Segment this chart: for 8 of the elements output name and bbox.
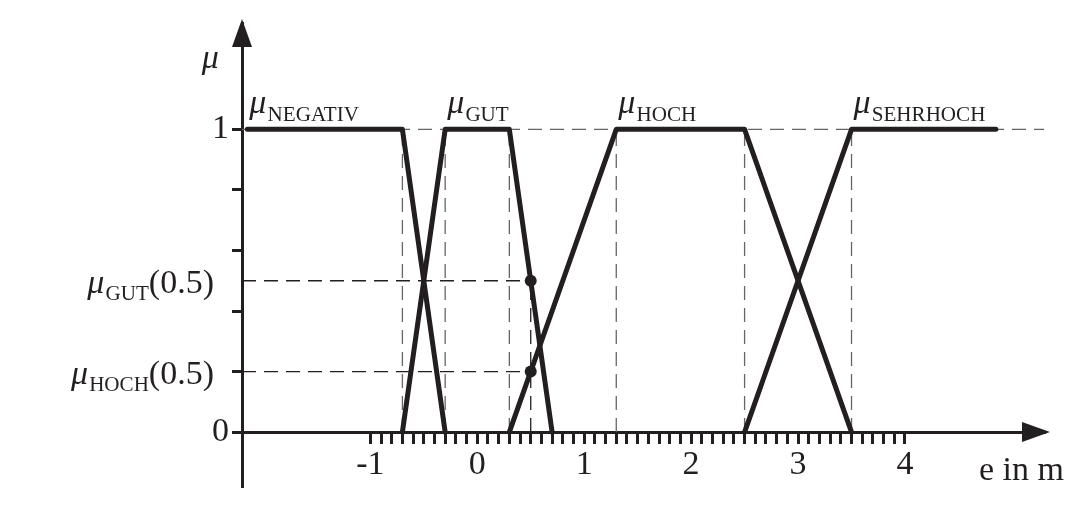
x-tick-label: 0 <box>468 444 486 482</box>
x-tick-label: 3 <box>789 444 807 482</box>
x-tick-label: -1 <box>356 444 385 482</box>
x-axis-title: e in m <box>979 450 1064 488</box>
x-tick-label: 4 <box>896 444 914 482</box>
x-tick-label: 1 <box>575 444 593 482</box>
y-axis-title: μ <box>200 38 219 76</box>
x-tick-label: 2 <box>682 444 700 482</box>
